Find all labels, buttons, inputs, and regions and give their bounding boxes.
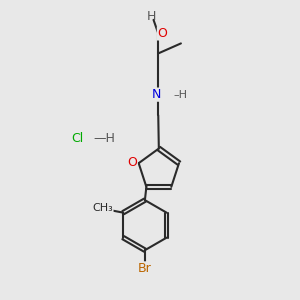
Text: –H: –H	[173, 90, 187, 100]
Text: Br: Br	[138, 262, 152, 275]
Text: O: O	[158, 27, 167, 40]
Text: CH₃: CH₃	[92, 203, 113, 213]
Text: N: N	[152, 88, 161, 101]
Text: H: H	[147, 11, 156, 23]
Text: Cl: Cl	[72, 132, 84, 145]
Text: O: O	[127, 156, 137, 169]
Text: —H: —H	[93, 132, 115, 145]
